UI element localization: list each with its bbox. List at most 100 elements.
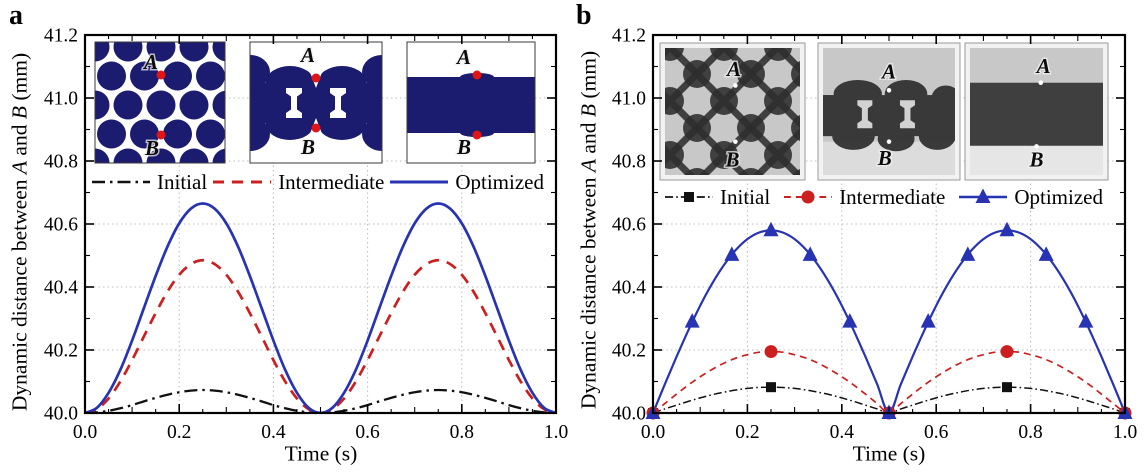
y-tick-label: 41.0 (612, 89, 646, 110)
inset-art (95, 42, 225, 163)
legend-marker-square (684, 192, 694, 202)
y-tick-label: 40.4 (612, 278, 646, 299)
legend-sample-dashed (784, 190, 833, 204)
legend-marker-triangle (975, 188, 991, 203)
legend-label: Initial (157, 169, 208, 194)
y-tick-label: 40.8 (612, 152, 646, 173)
y-axis-title-A: A (576, 158, 601, 173)
y-axis-title-text: (mm) (576, 50, 601, 105)
topology-hole (130, 119, 159, 149)
x-tick-label: 0.4 (830, 422, 855, 443)
inset-b1-photo-initial: AB (659, 42, 806, 181)
inset-label-B: B (877, 146, 892, 170)
tick-labels: 0.0 0.2 0.4 0.6 0.8 1.0 40.0 40.2 40.4 40.6 40.8 41… (44, 26, 568, 444)
x-tick-label: 0.2 (735, 422, 759, 443)
y-axis-title-A: A (7, 160, 32, 175)
legend-label: Intermediate (278, 169, 385, 194)
topology-hole (146, 148, 176, 163)
legend-sample-solid (959, 188, 1008, 203)
pinhole-B (733, 139, 738, 144)
marker-square (1002, 382, 1012, 393)
inset-art (250, 55, 382, 151)
photo-material (970, 82, 1103, 146)
y-axis-title-text: and (576, 117, 601, 159)
topology-hole (212, 42, 225, 62)
point-A-dot (156, 70, 166, 80)
legend-label: Optimized (455, 169, 544, 194)
marker-triangle (999, 221, 1015, 237)
panel-letter-b: b (576, 0, 592, 31)
topology-cutout (286, 88, 302, 118)
topology-hole (179, 148, 209, 163)
photo-cutout (899, 100, 915, 129)
pinhole-A (733, 83, 738, 88)
marker-triangle (1078, 313, 1094, 328)
inset-label-B: B (1028, 147, 1043, 171)
legend-item-intermediate: Intermediate (782, 185, 945, 210)
panel-b: A B A B A B 0.0 0.2 0.4 0.6 0.8 1.0 40.0 40.2 40.4 40.6… (572, 0, 1144, 473)
marker-triangle (842, 313, 858, 328)
topology-hole (130, 61, 159, 91)
legend-sample-dashdot (92, 180, 150, 184)
photo-art (970, 48, 1103, 175)
y-tick-label: 40.8 (44, 152, 78, 173)
topology-hole (146, 90, 176, 120)
photo-art (823, 48, 955, 175)
pinhole-A (886, 87, 892, 93)
marker-square (766, 382, 776, 393)
axis-ticks (84, 34, 557, 414)
pinhole-B (1034, 144, 1039, 149)
curve-intermediate (653, 350, 1125, 414)
topology-hole (212, 148, 225, 163)
x-axis-title-a: Time (s) (284, 441, 358, 466)
topology-hole (95, 42, 110, 62)
topology-hole (163, 119, 192, 149)
markers-optimized (645, 221, 1133, 419)
topology-hole (97, 119, 126, 149)
point-A-dot (311, 73, 321, 83)
x-tick-label: 0.6 (924, 422, 949, 443)
topology-blob (250, 55, 270, 89)
y-tick-label: 41.0 (44, 89, 78, 110)
y-tick-label: 40.4 (44, 278, 78, 299)
x-tick-label: 0.0 (73, 422, 97, 443)
panel-letter-a: a (9, 0, 23, 31)
topology-hole (163, 61, 192, 91)
legend-item-optimized: Optimized (388, 170, 544, 195)
x-axis-title-b: Time (s) (852, 441, 926, 466)
inset-label-B: B (300, 135, 315, 159)
topology-hole (95, 90, 110, 120)
photo-art (665, 48, 800, 175)
inset-a2-simulation-intermediate: AB (249, 41, 383, 164)
curve-optimized (85, 202, 556, 414)
y-axis-title-text: Dynamic distance between (7, 174, 32, 412)
marker-triangle (763, 221, 779, 237)
y-tick-label: 41.2 (612, 26, 646, 47)
topology-blob (336, 82, 382, 124)
point-B-dot (472, 130, 482, 140)
topology-hole (113, 42, 143, 62)
legend-a: Initial Intermediate Optimized (90, 169, 544, 195)
legend-sample-solid (390, 180, 449, 184)
topology-blob (292, 82, 340, 124)
topology-blob (250, 117, 270, 151)
legend-item-optimized: Optimized (957, 185, 1103, 210)
inset-label-B: B (144, 136, 159, 160)
y-axis-title-a: Dynamic distance between A and B (mm) (8, 53, 33, 411)
y-tick-label: 40.6 (612, 215, 646, 236)
topology-blob (362, 55, 382, 89)
marker-circle (1000, 345, 1014, 359)
inset-label-A: A (142, 50, 158, 74)
topology-blob (250, 82, 296, 124)
pinhole-B (886, 139, 892, 144)
legend-item-initial: Initial (90, 170, 207, 195)
legend-sample-dashdot (665, 192, 713, 202)
inset-b3-photo-optimized: AB (964, 42, 1109, 181)
inset-label-B: B (724, 147, 739, 171)
legend-label: Optimized (1014, 184, 1103, 209)
legend-label: Intermediate (839, 184, 946, 209)
topology-blob (362, 117, 382, 151)
topology-hole (113, 90, 143, 120)
